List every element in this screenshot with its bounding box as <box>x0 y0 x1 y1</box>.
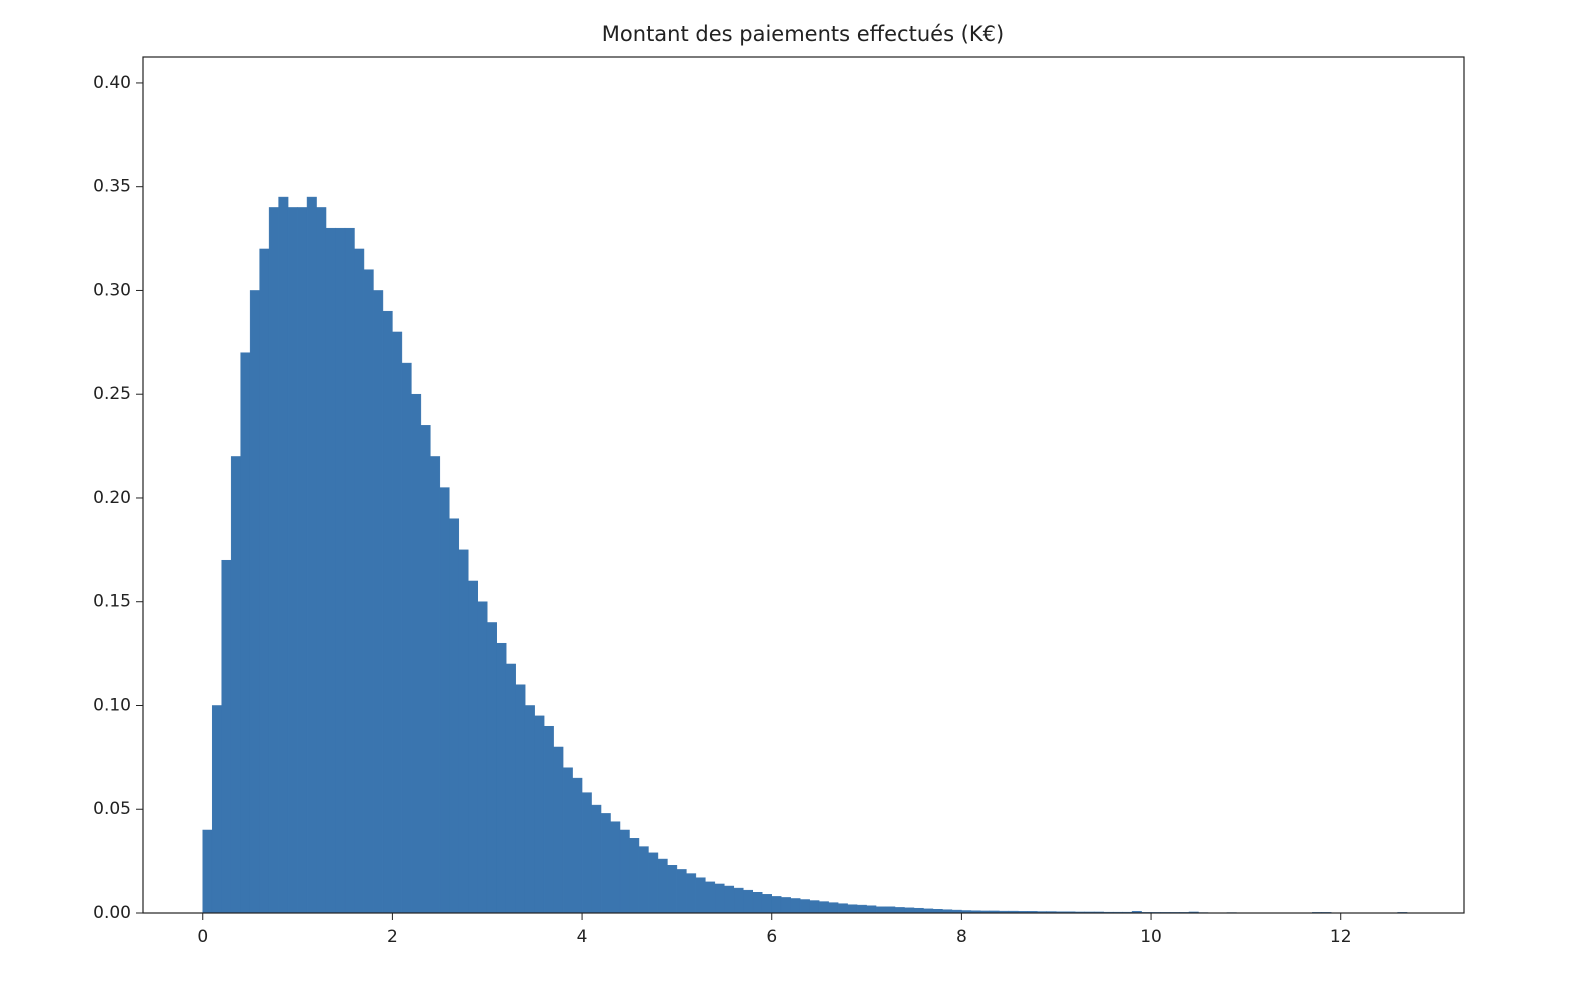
bar <box>440 488 449 913</box>
bar <box>544 726 553 913</box>
x-tick-label: 10 <box>1140 927 1162 947</box>
bar <box>904 908 913 913</box>
bar <box>449 519 458 913</box>
bar <box>734 888 743 913</box>
bar <box>923 909 932 913</box>
bar <box>317 207 326 913</box>
bar <box>307 197 316 913</box>
bar <box>411 394 420 913</box>
bar <box>573 778 582 913</box>
bar <box>298 207 307 913</box>
bar <box>592 805 601 913</box>
bar <box>895 907 904 913</box>
x-tick-label: 12 <box>1330 927 1352 947</box>
bar <box>677 869 686 913</box>
bar <box>867 906 876 913</box>
x-tick-label: 2 <box>387 927 398 947</box>
x-tick-label: 4 <box>577 927 588 947</box>
bar <box>421 425 430 913</box>
bar <box>525 705 534 913</box>
bar <box>269 207 278 913</box>
bar <box>250 290 259 913</box>
y-tick-label: 0.10 <box>93 695 131 715</box>
bar <box>260 249 269 913</box>
bar <box>601 813 610 913</box>
bar <box>724 886 733 913</box>
bar <box>478 602 487 913</box>
bar <box>667 865 676 913</box>
bar <box>838 904 847 913</box>
bar <box>639 847 648 913</box>
bar <box>326 228 335 913</box>
bar <box>231 456 240 913</box>
bar <box>829 903 838 913</box>
bar <box>430 456 439 913</box>
bar <box>336 228 345 913</box>
bar <box>686 874 695 913</box>
bar <box>772 896 781 913</box>
bar <box>848 905 857 913</box>
bar <box>743 890 752 913</box>
y-tick-label: 0.00 <box>93 903 131 923</box>
bar <box>563 768 572 913</box>
bar <box>288 207 297 913</box>
bar <box>629 838 638 913</box>
bar <box>535 716 544 913</box>
bar <box>212 705 221 913</box>
bar <box>506 664 515 913</box>
bar <box>810 901 819 913</box>
bar <box>791 898 800 913</box>
bar <box>487 622 496 913</box>
bar <box>241 353 250 913</box>
bar <box>468 581 477 913</box>
bar <box>402 363 411 913</box>
bar <box>611 822 620 913</box>
bar <box>781 897 790 913</box>
chart-title: Montant des paiements effectués (K€) <box>602 22 1004 46</box>
bar <box>354 249 363 913</box>
bar <box>364 270 373 913</box>
bar <box>800 900 809 913</box>
bar <box>383 311 392 913</box>
bar <box>857 905 866 913</box>
bar <box>373 290 382 913</box>
y-tick-label: 0.20 <box>93 488 131 508</box>
bar <box>203 830 212 913</box>
bar <box>648 853 657 913</box>
bar <box>876 907 885 913</box>
bar <box>497 643 506 913</box>
y-tick-label: 0.30 <box>93 280 131 300</box>
bar <box>222 560 231 913</box>
y-tick-label: 0.35 <box>93 177 131 197</box>
x-tick-label: 0 <box>197 927 208 947</box>
bar <box>392 332 401 913</box>
y-tick-label: 0.05 <box>93 799 131 819</box>
y-tick-label: 0.15 <box>93 592 131 612</box>
bar <box>516 685 525 913</box>
x-tick-label: 8 <box>956 927 967 947</box>
bar <box>753 892 762 913</box>
bar <box>345 228 354 913</box>
bar <box>705 882 714 913</box>
bar <box>886 907 895 913</box>
bar <box>658 859 667 913</box>
bar <box>715 884 724 913</box>
bar <box>620 830 629 913</box>
y-tick-label: 0.40 <box>93 73 131 93</box>
x-tick-label: 6 <box>766 927 777 947</box>
bar <box>582 793 591 913</box>
bar <box>459 550 468 913</box>
bar <box>696 878 705 913</box>
bar <box>279 197 288 913</box>
y-tick-label: 0.25 <box>93 384 131 404</box>
bar <box>554 747 563 913</box>
bar <box>819 902 828 913</box>
bar <box>762 894 771 913</box>
bar <box>914 908 923 913</box>
